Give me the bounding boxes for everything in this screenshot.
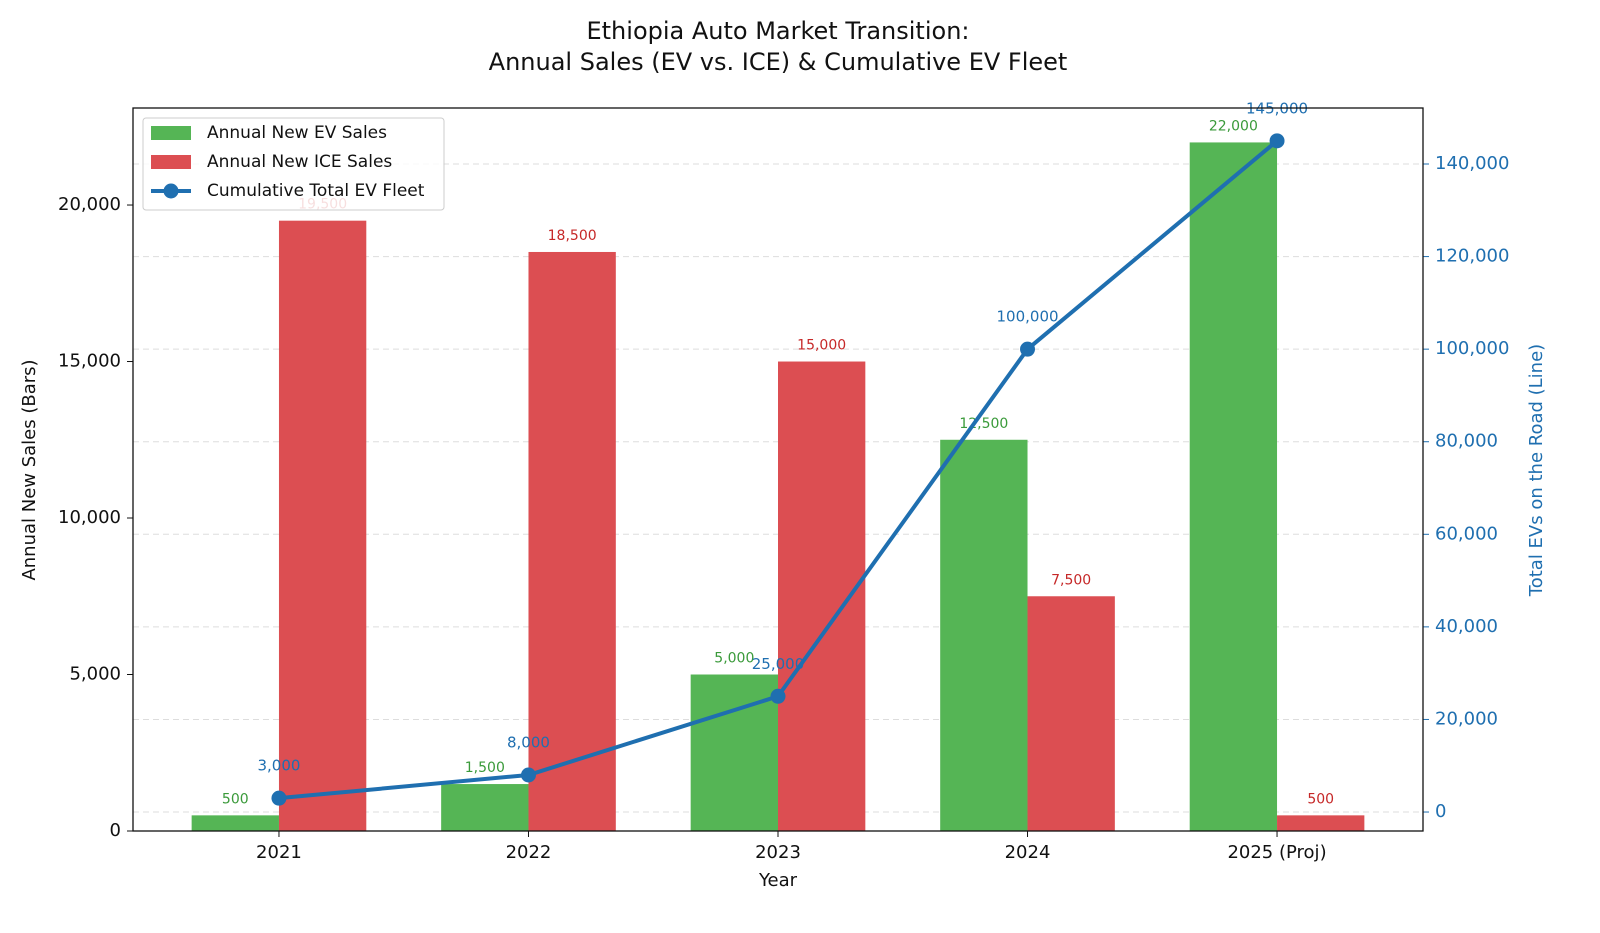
y-tick-label: 15,000 <box>58 351 121 372</box>
bar-value-label: 15,000 <box>797 338 846 354</box>
y2-tick-label: 100,000 <box>1435 338 1509 359</box>
chart-title: Annual Sales (EV vs. ICE) & Cumulative E… <box>489 48 1068 76</box>
y2-tick-label: 120,000 <box>1435 246 1509 267</box>
y-axis-label: Annual New Sales (Bars) <box>19 359 40 580</box>
bar <box>940 439 1028 831</box>
line-marker <box>520 767 536 783</box>
y-tick-label: 5,000 <box>69 664 121 685</box>
x-tick-label: 2023 <box>755 842 801 863</box>
bar <box>1027 596 1115 831</box>
y-tick-label: 0 <box>110 820 121 841</box>
y2-tick-label: 40,000 <box>1435 616 1498 637</box>
bar-value-label: 18,500 <box>548 228 597 244</box>
y-tick-label: 10,000 <box>58 507 121 528</box>
x-tick-label: 2022 <box>506 842 552 863</box>
bar <box>1277 815 1365 831</box>
line-value-label: 25,000 <box>752 655 805 673</box>
y2-tick-label: 140,000 <box>1435 153 1509 174</box>
bar-value-label: 12,500 <box>959 416 1008 432</box>
line-marker <box>271 790 287 806</box>
y2-axis-label: Total EVs on the Road (Line) <box>1526 344 1547 597</box>
legend-swatch <box>163 183 179 199</box>
bar <box>191 815 279 831</box>
x-tick-label: 2021 <box>256 842 302 863</box>
line-value-label: 8,000 <box>507 733 550 751</box>
bar <box>441 784 529 831</box>
x-axis-label: Year <box>758 870 798 891</box>
bar-value-label: 22,000 <box>1209 118 1258 134</box>
bar-value-label: 500 <box>1307 791 1334 807</box>
bar <box>690 674 778 831</box>
x-tick-label: 2025 (Proj) <box>1227 842 1326 863</box>
legend-label: Cumulative Total EV Fleet <box>207 181 425 201</box>
plot-frame <box>132 107 1424 832</box>
legend-swatch <box>151 155 191 169</box>
bar-value-label: 7,500 <box>1051 572 1091 588</box>
line-marker <box>1269 133 1285 149</box>
line-value-label: 100,000 <box>997 308 1059 326</box>
bar <box>1189 142 1278 831</box>
legend-label: Annual New EV Sales <box>207 123 387 143</box>
line-marker <box>770 688 786 704</box>
x-tick-label: 2024 <box>1005 842 1051 863</box>
bar-value-label: 1,500 <box>465 760 505 776</box>
line-value-label: 3,000 <box>257 757 300 775</box>
bar-value-label: 5,000 <box>714 651 754 667</box>
bar <box>528 251 616 832</box>
chart-title: Ethiopia Auto Market Transition: <box>586 17 969 45</box>
y2-tick-label: 60,000 <box>1435 523 1498 544</box>
line-marker <box>1020 341 1036 357</box>
y2-tick-label: 20,000 <box>1435 708 1498 729</box>
y2-tick-label: 0 <box>1435 801 1446 822</box>
legend-label: Annual New ICE Sales <box>207 152 392 172</box>
bar <box>278 220 367 832</box>
legend-box <box>142 117 445 211</box>
y2-tick-label: 80,000 <box>1435 431 1498 452</box>
legend-swatch <box>151 126 191 140</box>
bar-value-label: 500 <box>222 791 249 807</box>
y-tick-label: 20,000 <box>58 194 121 215</box>
